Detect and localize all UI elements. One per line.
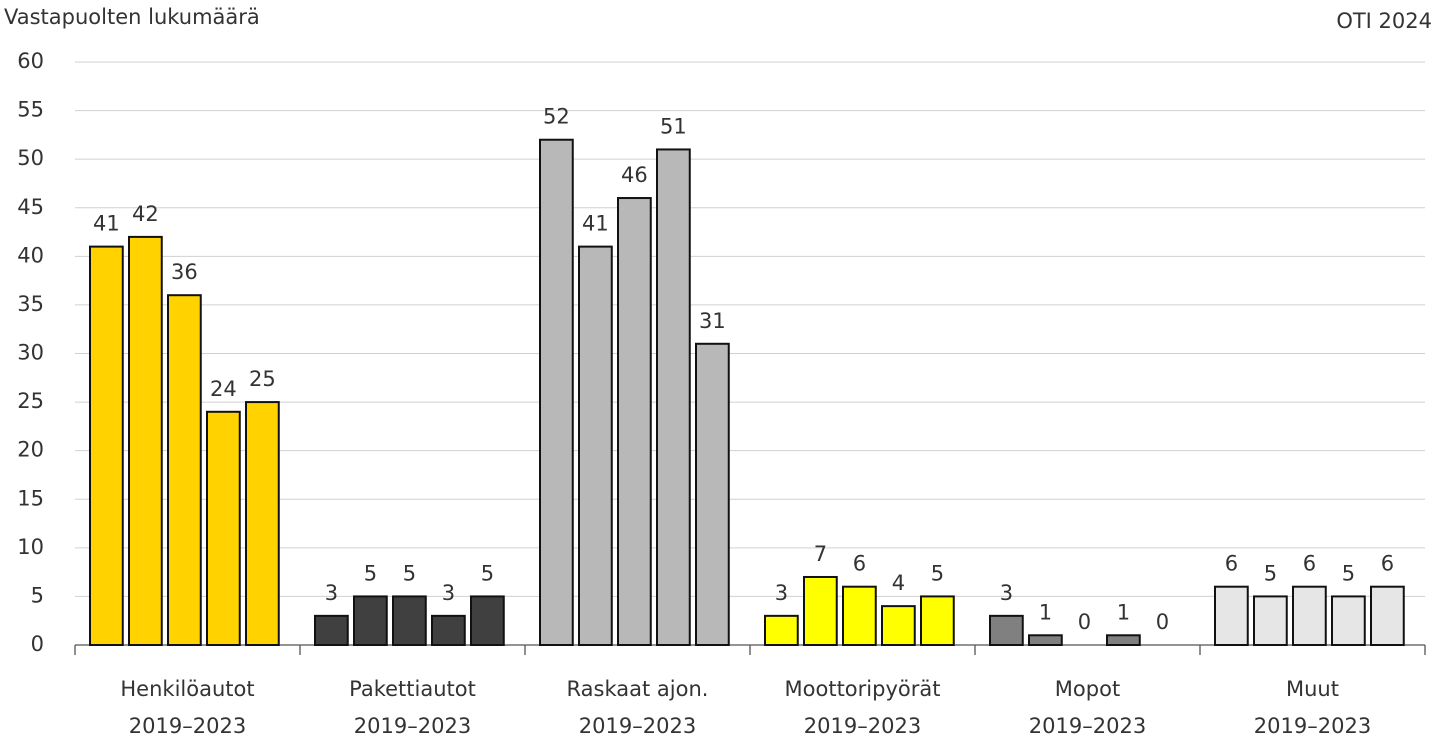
value-label: 42 (132, 202, 159, 226)
value-label: 6 (1303, 552, 1316, 576)
bar (617, 197, 652, 647)
y-tick-label: 35 (17, 292, 44, 316)
bar (920, 595, 955, 647)
value-label: 31 (699, 309, 726, 333)
y-tick-label: 25 (17, 389, 44, 413)
x-tick-sublabel: 2019–2023 (579, 714, 696, 738)
y-tick-label: 30 (17, 341, 44, 365)
value-label: 5 (931, 561, 944, 585)
bar (392, 595, 427, 647)
bar (764, 614, 799, 646)
bar (803, 575, 838, 647)
x-tick-label: Henkilöautot (120, 677, 254, 701)
value-label: 6 (1381, 552, 1394, 576)
bar (1028, 634, 1063, 646)
value-label: 7 (814, 542, 827, 566)
x-tick-sublabel: 2019–2023 (804, 714, 921, 738)
value-label: 4 (892, 571, 905, 595)
x-tick-label: Moottoripyörät (785, 677, 941, 701)
value-label: 3 (1000, 581, 1013, 605)
value-label: 41 (582, 212, 609, 236)
bar (989, 614, 1024, 646)
bar (167, 294, 202, 646)
bar (470, 595, 505, 647)
value-label: 5 (481, 561, 494, 585)
value-label: 0 (1156, 610, 1169, 634)
bar (431, 614, 466, 646)
value-label: 6 (1225, 552, 1238, 576)
value-label: 5 (364, 561, 377, 585)
y-tick-label: 20 (17, 438, 44, 462)
value-label: 52 (543, 105, 570, 129)
bar (206, 410, 241, 646)
value-label: 5 (1264, 561, 1277, 585)
y-tick-label: 55 (17, 98, 44, 122)
value-label: 3 (775, 581, 788, 605)
x-tick-label: Mopot (1055, 677, 1120, 701)
value-label: 46 (621, 163, 648, 187)
chart-title: Vastapuolten lukumäärä (4, 5, 260, 29)
value-label: 3 (325, 581, 338, 605)
x-tick-label: Muut (1286, 677, 1339, 701)
value-label: 36 (171, 260, 198, 284)
x-tick-label: Raskaat ajon. (567, 677, 709, 701)
bar (1106, 634, 1141, 646)
source-label: OTI 2024 (1336, 9, 1432, 33)
bar (314, 614, 349, 646)
x-tick-sublabel: 2019–2023 (354, 714, 471, 738)
value-label: 6 (853, 552, 866, 576)
bar (128, 235, 163, 646)
y-tick-label: 40 (17, 243, 44, 267)
y-tick-label: 60 (17, 49, 44, 73)
y-tick-label: 50 (17, 146, 44, 170)
bar (578, 245, 613, 646)
bar (353, 595, 388, 647)
x-tick-sublabel: 2019–2023 (1029, 714, 1146, 738)
bar (89, 245, 124, 646)
bar (539, 138, 574, 646)
y-tick-label: 45 (17, 195, 44, 219)
bar (656, 148, 691, 646)
value-label: 0 (1078, 610, 1091, 634)
value-label: 51 (660, 114, 687, 138)
x-tick-sublabel: 2019–2023 (1254, 714, 1371, 738)
value-label: 5 (1342, 561, 1355, 585)
y-tick-label: 10 (17, 535, 44, 559)
value-label: 24 (210, 377, 237, 401)
value-label: 41 (93, 212, 120, 236)
bar (1331, 595, 1366, 647)
bar (1292, 585, 1327, 647)
bar (1370, 585, 1405, 647)
value-label: 1 (1117, 600, 1130, 624)
bar (842, 585, 877, 647)
x-tick-sublabel: 2019–2023 (129, 714, 246, 738)
y-tick-label: 0 (31, 632, 44, 656)
y-tick-label: 5 (31, 583, 44, 607)
x-tick-label: Pakettiautot (349, 677, 476, 701)
bar (1253, 595, 1288, 647)
value-label: 3 (442, 581, 455, 605)
bar (881, 605, 916, 647)
value-label: 1 (1039, 600, 1052, 624)
y-tick-label: 15 (17, 486, 44, 510)
value-label: 5 (403, 561, 416, 585)
value-label: 25 (249, 367, 276, 391)
bar (1214, 585, 1249, 647)
bar (245, 401, 280, 647)
bar (695, 342, 730, 646)
